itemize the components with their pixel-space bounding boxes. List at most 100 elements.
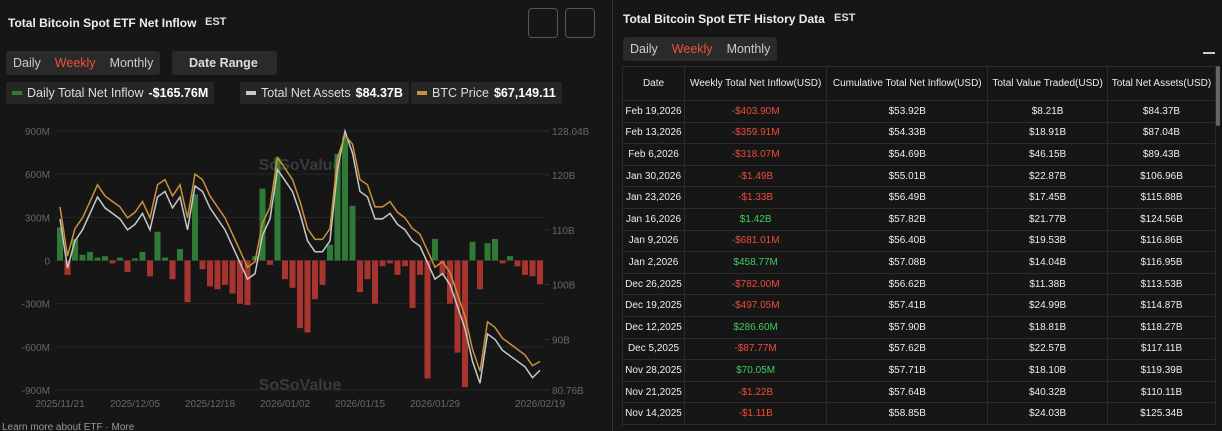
date-range-button[interactable]: Date Range bbox=[172, 51, 277, 75]
bar bbox=[117, 257, 123, 261]
bar bbox=[417, 260, 423, 275]
legend-value: $67,149.11 bbox=[493, 86, 556, 100]
chart: 900M 600M 300M 0 -300M -600M -900M 128.04B 120B 1… bbox=[22, 127, 590, 410]
bar bbox=[192, 194, 198, 261]
bar bbox=[102, 256, 108, 261]
table-cell: -$1.11B bbox=[684, 402, 828, 425]
bar bbox=[154, 231, 161, 261]
tab[interactable]: Monthly bbox=[726, 42, 771, 56]
y2-tick-label: 110B bbox=[552, 226, 575, 237]
bar bbox=[484, 243, 491, 261]
bar bbox=[184, 260, 191, 303]
legend-value: -$165.76M bbox=[148, 86, 209, 100]
bar bbox=[409, 260, 416, 308]
table-cell: Jan 16,2026 bbox=[621, 207, 686, 231]
bar bbox=[207, 260, 213, 287]
y2-tick-label: 80.76B bbox=[552, 386, 584, 397]
legend-item[interactable]: Total Net Assets $84.37B bbox=[240, 82, 409, 104]
tab[interactable]: Daily bbox=[630, 42, 658, 56]
bar bbox=[349, 205, 356, 261]
table-cell: -$318.07M bbox=[684, 143, 828, 166]
table-cell: $57.90B bbox=[826, 315, 989, 339]
tab-group: Daily Weekly Monthly bbox=[623, 37, 778, 61]
bar bbox=[222, 260, 228, 285]
bar bbox=[304, 260, 311, 333]
share-button[interactable] bbox=[565, 8, 595, 38]
tab[interactable]: Weekly bbox=[54, 56, 96, 70]
legend-swatch bbox=[417, 91, 427, 95]
legend-swatch bbox=[246, 91, 256, 95]
legend-label: BTC Price bbox=[432, 86, 489, 100]
legend-item[interactable]: Daily Total Net Inflow -$165.76M bbox=[6, 82, 215, 104]
tab-group: Daily Weekly Monthly bbox=[6, 51, 161, 75]
bar bbox=[499, 260, 506, 264]
bar bbox=[529, 260, 536, 277]
column-header: Weekly Total Net Inflow(USD) bbox=[684, 66, 828, 101]
table-row: Dec 19,2025 -$497.05M $57.41B $24.99B $114.8… bbox=[621, 294, 1217, 317]
bar bbox=[147, 260, 153, 277]
bar bbox=[282, 260, 288, 280]
x-tick-label: 2026/01/02 bbox=[260, 399, 310, 410]
watermark: SoSoValue bbox=[259, 157, 342, 174]
x-tick-label: 2025/12/05 bbox=[110, 399, 160, 410]
table-row: Jan 23,2026 -$1.33B $56.49B $17.45B $115.88B bbox=[621, 186, 1217, 209]
bar bbox=[469, 241, 476, 261]
bar bbox=[424, 260, 431, 379]
line bbox=[59, 128, 541, 384]
table-cell: $22.57B bbox=[987, 337, 1108, 361]
watermark: SoSoValue bbox=[259, 377, 342, 394]
table-cell: Nov 21,2025 bbox=[621, 380, 686, 404]
bar bbox=[72, 238, 78, 261]
table-cell: $8.21B bbox=[987, 100, 1108, 123]
table-cell: $24.99B bbox=[987, 294, 1108, 317]
table-row: Nov 14,2025 -$1.11B $58.85B $24.03B $125.34B bbox=[621, 402, 1217, 425]
bar bbox=[507, 256, 513, 261]
table-cell: $54.33B bbox=[826, 121, 989, 145]
y2-tick-label: 90B bbox=[552, 335, 570, 346]
bar bbox=[462, 260, 468, 388]
timezone: EST bbox=[205, 16, 227, 28]
table-cell: $22.87B bbox=[987, 164, 1108, 188]
legend-item[interactable]: BTC Price $67,149.11 bbox=[411, 82, 562, 104]
bar bbox=[477, 260, 483, 290]
table-cell: $89.43B bbox=[1106, 143, 1217, 166]
table-row: Dec 5,2025 -$87.77M $57.62B $22.57B $117.11B bbox=[621, 337, 1217, 361]
bar bbox=[267, 260, 273, 265]
fullscreen-button[interactable] bbox=[528, 8, 558, 38]
table-cell: Feb 19,2026 bbox=[621, 100, 686, 123]
table-cell: $18.91B bbox=[987, 121, 1108, 145]
table-cell: $46.15B bbox=[987, 143, 1108, 166]
table-cell: $57.08B bbox=[826, 251, 989, 274]
tab[interactable]: Daily bbox=[13, 56, 41, 70]
legend-label: Total Net Assets bbox=[261, 86, 351, 100]
footer[interactable]: Learn more about ETF · More bbox=[2, 422, 135, 431]
bar bbox=[132, 258, 138, 261]
tab[interactable]: Weekly bbox=[671, 42, 713, 56]
table-cell: -$87.77M bbox=[684, 337, 828, 361]
bar bbox=[199, 260, 206, 270]
bar bbox=[394, 260, 401, 275]
bar bbox=[94, 257, 101, 261]
scrollbar[interactable] bbox=[1216, 66, 1220, 126]
tab[interactable]: Monthly bbox=[109, 56, 154, 70]
x-tick-label: 2025/12/18 bbox=[185, 399, 235, 410]
download-button[interactable] bbox=[1203, 40, 1215, 54]
bar bbox=[387, 260, 393, 264]
column-header: Total Value Traded(USD) bbox=[987, 66, 1108, 101]
table-cell: $57.64B bbox=[826, 380, 989, 404]
column-header: Date bbox=[621, 66, 686, 101]
panel-title: Total Bitcoin Spot ETF Net Inflow bbox=[8, 16, 197, 30]
panel-title: Total Bitcoin Spot ETF History Data bbox=[623, 12, 825, 26]
table-row: Jan 9,2026 -$681.01M $56.40B $19.53B $116.86… bbox=[621, 229, 1217, 253]
table-cell: $117.11B bbox=[1106, 337, 1217, 361]
table-cell: $11.38B bbox=[987, 272, 1108, 296]
bar bbox=[439, 260, 446, 275]
y-tick-label: 300M bbox=[25, 213, 50, 224]
table-cell: Dec 26,2025 bbox=[621, 272, 686, 296]
y-tick-label: -600M bbox=[22, 343, 50, 354]
bar bbox=[124, 260, 131, 273]
bar bbox=[244, 260, 251, 306]
table-row: Nov 21,2025 -$1.22B $57.64B $40.32B $110.11B bbox=[621, 380, 1217, 404]
table-cell: Nov 14,2025 bbox=[621, 402, 686, 425]
table-cell: $57.41B bbox=[826, 294, 989, 317]
